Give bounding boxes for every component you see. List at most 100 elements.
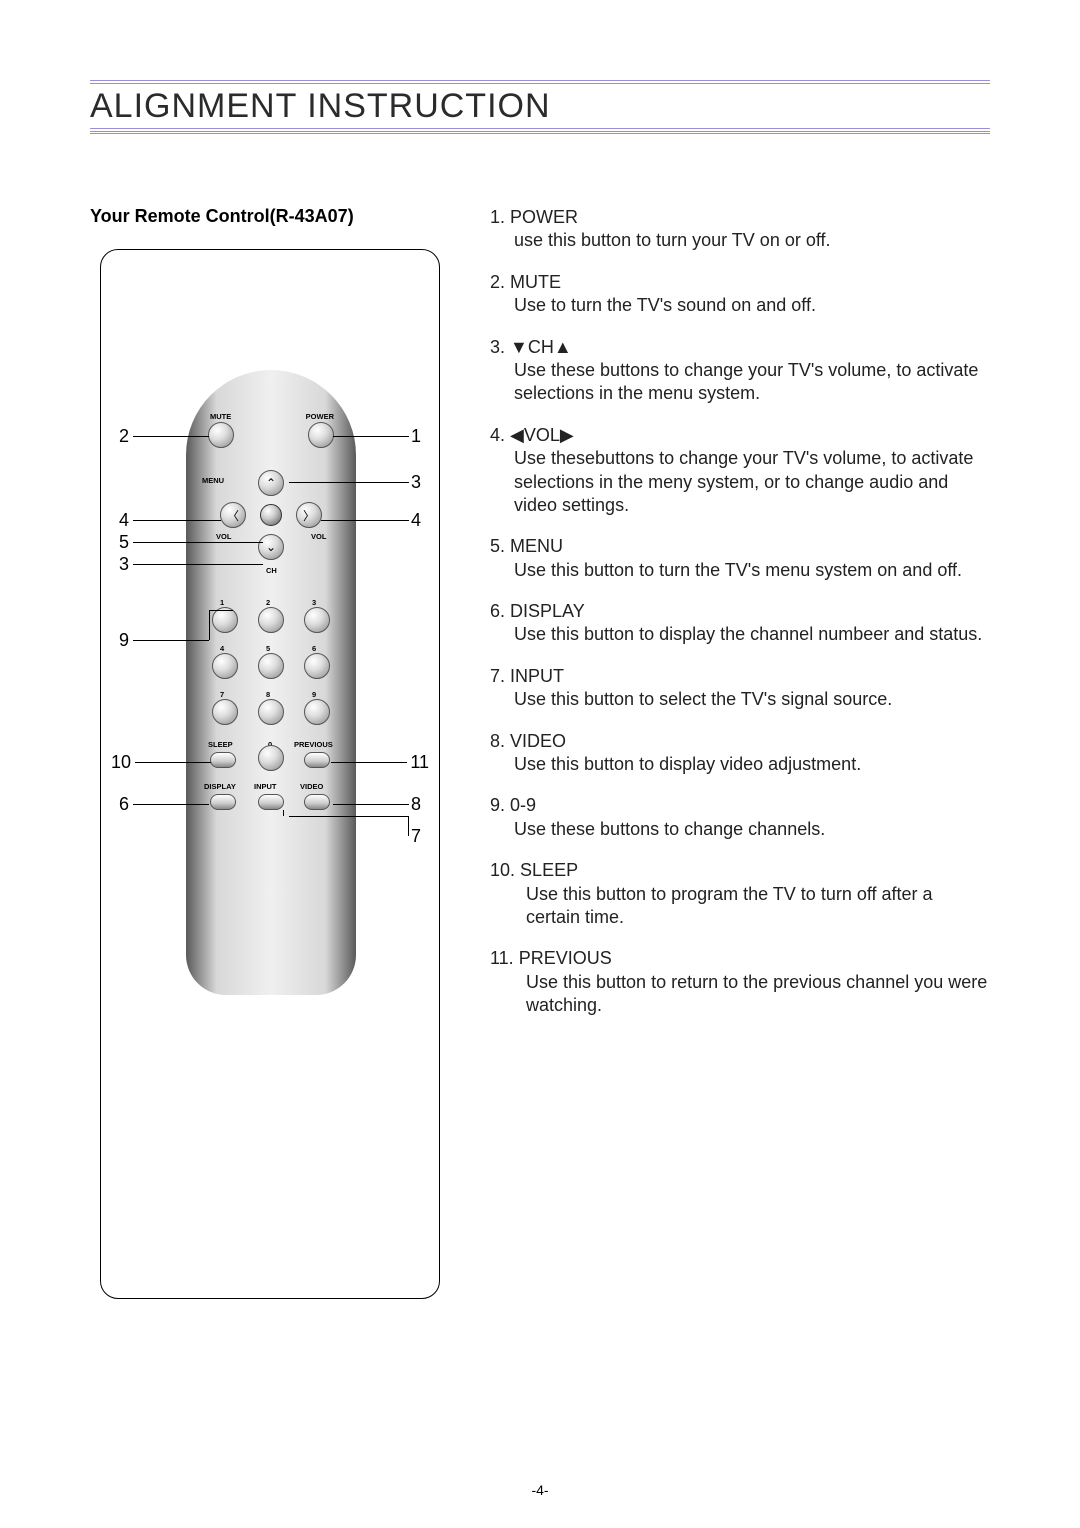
item-desc: Use to turn the TV's sound on and off. bbox=[490, 294, 990, 317]
item-title: PREVIOUS bbox=[519, 948, 612, 968]
callout-4r: 4 bbox=[411, 510, 421, 531]
item-desc: Use thesebuttons to change your TV's vol… bbox=[490, 447, 990, 517]
item-title: 0-9 bbox=[510, 795, 536, 815]
instruction-item: 7. INPUTUse this button to select the TV… bbox=[490, 665, 990, 712]
btn-7 bbox=[212, 699, 238, 725]
content: Your Remote Control(R-43A07) MUTE POWER … bbox=[90, 206, 990, 1299]
instruction-item: 3. ▼CH▲Use these buttons to change your … bbox=[490, 336, 990, 406]
num-1: 1 bbox=[220, 598, 224, 607]
item-desc: Use these buttons to change your TV's vo… bbox=[490, 359, 990, 406]
item-num: 4. bbox=[490, 425, 505, 445]
btn-vol-right: 〉 bbox=[296, 502, 322, 528]
title-block: ALIGNMENT INSTRUCTION bbox=[90, 80, 990, 136]
num-8: 8 bbox=[266, 690, 270, 699]
num-3: 3 bbox=[312, 598, 316, 607]
label-menu: MENU bbox=[202, 476, 224, 485]
callout-2: 2 bbox=[119, 426, 129, 447]
callout-3r: 3 bbox=[411, 472, 421, 493]
instruction-item: 9. 0-9Use these buttons to change channe… bbox=[490, 794, 990, 841]
callout-8: 8 bbox=[411, 794, 421, 815]
page-title: ALIGNMENT INSTRUCTION bbox=[90, 85, 990, 128]
num-9: 9 bbox=[312, 690, 316, 699]
remote-body: MUTE POWER MENU ⌃ 〈 〉 ⌄ VOL VOL CH 1 2 bbox=[186, 370, 356, 995]
label-mute: MUTE bbox=[210, 412, 231, 421]
item-title: INPUT bbox=[510, 666, 564, 686]
callout-3l: 3 bbox=[119, 554, 129, 575]
label-display: DISPLAY bbox=[204, 782, 236, 791]
callout-9: 9 bbox=[119, 630, 129, 651]
label-input: INPUT bbox=[254, 782, 277, 791]
instruction-item: 5. MENU Use this button to turn the TV's … bbox=[490, 535, 990, 582]
item-desc: Use these buttons to change channels. bbox=[490, 818, 990, 841]
label-power: POWER bbox=[306, 412, 334, 421]
btn-ch-up: ⌃ bbox=[258, 470, 284, 496]
item-num: 7. bbox=[490, 666, 505, 686]
btn-2 bbox=[258, 607, 284, 633]
callout-7: 7 bbox=[411, 826, 421, 847]
btn-4 bbox=[212, 653, 238, 679]
btn-ch-down: ⌄ bbox=[258, 534, 284, 560]
callout-4l: 4 bbox=[119, 510, 129, 531]
item-desc: Use this button to return to the previou… bbox=[490, 971, 990, 1018]
label-ch: CH bbox=[266, 566, 277, 575]
btn-ok bbox=[260, 504, 282, 526]
instruction-item: 2. MUTEUse to turn the TV's sound on and… bbox=[490, 271, 990, 318]
item-title: POWER bbox=[510, 207, 578, 227]
btn-0 bbox=[258, 745, 284, 771]
item-desc: Use this button to display the channel n… bbox=[490, 623, 990, 646]
num-6: 6 bbox=[312, 644, 316, 653]
callout-6: 6 bbox=[119, 794, 129, 815]
label-vol-l: VOL bbox=[216, 532, 231, 541]
instruction-item: 6. DISPLAYUse this button to display the… bbox=[490, 600, 990, 647]
btn-power bbox=[308, 422, 334, 448]
label-video: VIDEO bbox=[300, 782, 323, 791]
left-column: Your Remote Control(R-43A07) MUTE POWER … bbox=[90, 206, 450, 1299]
item-desc: Use this button to turn the TV's menu sy… bbox=[490, 559, 990, 582]
item-title: DISPLAY bbox=[510, 601, 585, 621]
item-num: 2. bbox=[490, 272, 505, 292]
remote-diagram: MUTE POWER MENU ⌃ 〈 〉 ⌄ VOL VOL CH 1 2 bbox=[100, 249, 440, 1299]
callout-1: 1 bbox=[411, 426, 421, 447]
btn-sleep bbox=[210, 752, 236, 768]
num-7: 7 bbox=[220, 690, 224, 699]
item-title: ▼CH▲ bbox=[510, 337, 572, 357]
instruction-item: 1. POWERuse this button to turn your TV … bbox=[490, 206, 990, 253]
item-num: 5. bbox=[490, 536, 505, 556]
item-desc: use this button to turn your TV on or of… bbox=[490, 229, 990, 252]
item-num: 10. bbox=[490, 860, 515, 880]
num-4: 4 bbox=[220, 644, 224, 653]
btn-6 bbox=[304, 653, 330, 679]
item-title: MENU bbox=[510, 536, 563, 556]
callout-10: 10 bbox=[111, 752, 131, 773]
btn-video bbox=[304, 794, 330, 810]
btn-3 bbox=[304, 607, 330, 633]
item-num: 6. bbox=[490, 601, 505, 621]
label-sleep: SLEEP bbox=[208, 740, 233, 749]
instruction-item: 4. ◀VOL▶Use thesebuttons to change your … bbox=[490, 424, 990, 518]
instruction-item: 8. VIDEOUse this button to display video… bbox=[490, 730, 990, 777]
item-num: 3. bbox=[490, 337, 505, 357]
instruction-item: 11. PREVIOUS Use this button to return to… bbox=[490, 947, 990, 1017]
callout-11: 11 bbox=[410, 752, 429, 773]
page-number: -4- bbox=[0, 1482, 1080, 1498]
item-title: ◀VOL▶ bbox=[510, 425, 574, 445]
btn-input bbox=[258, 794, 284, 810]
item-title: VIDEO bbox=[510, 731, 566, 751]
item-title: SLEEP bbox=[520, 860, 578, 880]
btn-previous bbox=[304, 752, 330, 768]
num-5: 5 bbox=[266, 644, 270, 653]
subtitle: Your Remote Control(R-43A07) bbox=[90, 206, 450, 227]
btn-mute bbox=[208, 422, 234, 448]
label-vol-r: VOL bbox=[311, 532, 326, 541]
instructions-list: 1. POWERuse this button to turn your TV … bbox=[490, 206, 990, 1299]
item-num: 11. bbox=[490, 948, 514, 968]
item-desc: Use this button to display video adjustm… bbox=[490, 753, 990, 776]
btn-5 bbox=[258, 653, 284, 679]
item-num: 8. bbox=[490, 731, 505, 751]
item-desc: Use this button to select the TV's signa… bbox=[490, 688, 990, 711]
btn-vol-left: 〈 bbox=[220, 502, 246, 528]
item-num: 1. bbox=[490, 207, 505, 227]
num-2: 2 bbox=[266, 598, 270, 607]
item-title: MUTE bbox=[510, 272, 561, 292]
callout-5: 5 bbox=[119, 532, 129, 553]
